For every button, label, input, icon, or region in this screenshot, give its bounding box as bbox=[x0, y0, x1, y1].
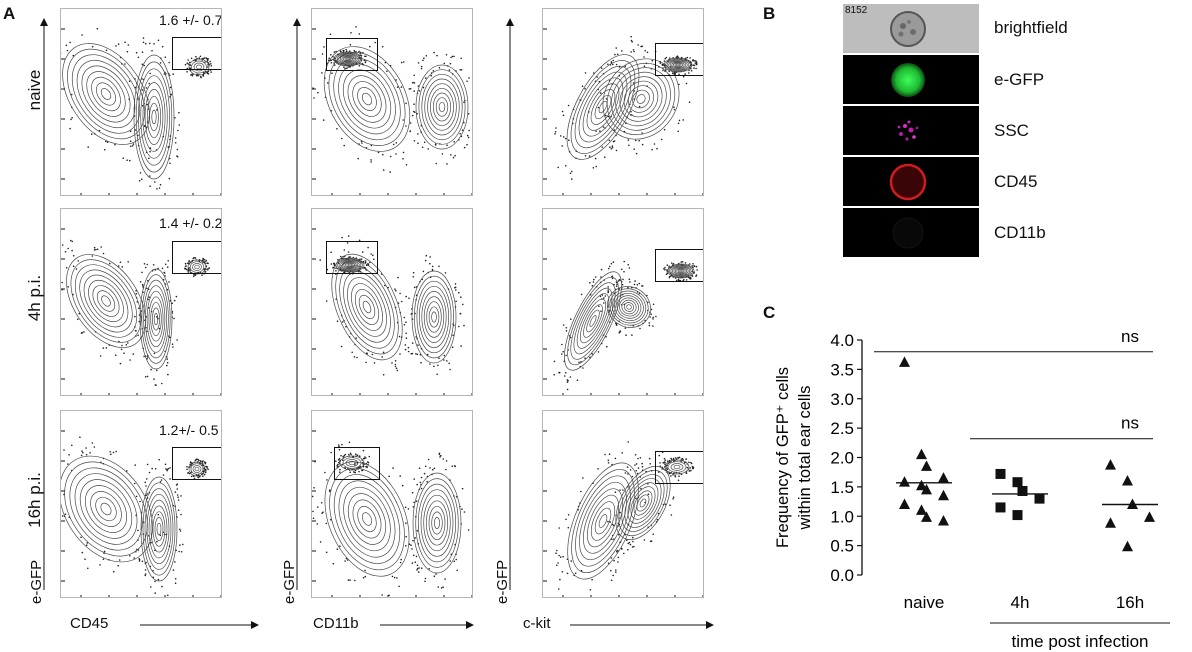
contour-plot bbox=[61, 430, 221, 597]
egfp-cell-icon bbox=[891, 63, 925, 97]
flow-plot-16h-cd11b bbox=[311, 410, 473, 598]
y-axis-label-col1: e-GFP bbox=[28, 559, 45, 604]
data-point bbox=[938, 472, 949, 483]
y-tick-label: 4.0 bbox=[830, 331, 854, 350]
x-axis-label-ckit: c-kit bbox=[523, 615, 551, 632]
data-point bbox=[1127, 498, 1138, 509]
data-point bbox=[1012, 477, 1023, 488]
data-point bbox=[916, 504, 927, 515]
image-tile-cd45 bbox=[843, 157, 979, 206]
flow-plot-naive-ckit bbox=[542, 8, 704, 196]
x-axis-label-cd45: CD45 bbox=[70, 615, 109, 632]
panel-a-letter: A bbox=[3, 4, 16, 23]
gfp-gate bbox=[655, 451, 703, 484]
contour-plot bbox=[61, 228, 221, 395]
channel-label-egfp: e-GFP bbox=[994, 70, 1045, 89]
channel-label-brightfield: brightfield bbox=[994, 18, 1068, 37]
significance-label: ns bbox=[1121, 414, 1139, 433]
data-point bbox=[938, 514, 949, 526]
data-point bbox=[938, 489, 949, 501]
flow-plot-naive-cd11b bbox=[311, 8, 473, 196]
data-point bbox=[1017, 485, 1028, 496]
data-point bbox=[899, 356, 910, 367]
image-tile-cd11b bbox=[843, 208, 979, 257]
image-tile-brightfield: 8152 bbox=[843, 4, 979, 53]
y-tick-label: 0.0 bbox=[830, 566, 854, 585]
panel-b-letter: B bbox=[763, 4, 776, 23]
gfp-gate bbox=[334, 447, 380, 480]
data-point bbox=[1105, 517, 1116, 528]
image-tile-ssc bbox=[843, 106, 979, 155]
cd11b-cell-icon bbox=[892, 217, 924, 249]
y-axis-label-line2: within total ear cells bbox=[796, 386, 814, 531]
y-axis-label-col2: e-GFP bbox=[281, 559, 298, 604]
x-tick-label: 16h bbox=[1116, 593, 1144, 612]
data-point bbox=[916, 448, 927, 460]
image-id: 8152 bbox=[845, 5, 868, 16]
contour-plot bbox=[61, 27, 221, 195]
significance-label: ns bbox=[1121, 327, 1139, 346]
gate-value-16h: 1.2+/- 0.5 bbox=[159, 422, 219, 438]
gate-value-4h: 1.4 +/- 0.2 bbox=[159, 215, 222, 231]
data-point bbox=[1144, 511, 1155, 522]
y-tick-label: 2.0 bbox=[830, 449, 854, 468]
y-tick-label: 1.5 bbox=[830, 478, 854, 497]
gate-value-naive: 1.6 +/- 0.7 bbox=[159, 12, 222, 28]
image-tile-egfp bbox=[843, 55, 979, 104]
data-point bbox=[921, 460, 932, 471]
x-tick-label: naive bbox=[904, 593, 945, 612]
x-axis-label-cd11b: CD11b bbox=[313, 615, 359, 632]
y-tick-label: 3.5 bbox=[830, 360, 854, 379]
flow-plot-4h-cd45: 1.4 +/- 0.2 bbox=[60, 208, 222, 396]
y-tick-label: 0.5 bbox=[830, 537, 854, 556]
data-point bbox=[1122, 475, 1133, 486]
channel-label-ssc: SSC bbox=[994, 121, 1029, 140]
brightfield-cell-icon bbox=[890, 11, 926, 47]
gfp-gate bbox=[172, 241, 221, 274]
data-point bbox=[1012, 510, 1023, 521]
y-tick-label: 3.0 bbox=[830, 390, 854, 409]
data-point bbox=[1034, 493, 1045, 504]
data-point bbox=[899, 476, 910, 487]
frequency-scatter-chart: 0.0 0.5 1.0 1.5 2.0 2.5 3.0 3.5 4.0 Frequency of … bbox=[774, 327, 1170, 650]
data-point bbox=[1105, 459, 1116, 470]
data-point bbox=[916, 479, 927, 491]
y-axis-label-col3: e-GFP bbox=[494, 559, 511, 604]
contour-plot bbox=[312, 26, 472, 195]
x-tick-label: 4h bbox=[1011, 593, 1030, 612]
data-point bbox=[995, 468, 1006, 479]
data-point bbox=[921, 511, 932, 522]
x-axis-label: time post infection bbox=[1011, 632, 1148, 650]
contour-plot bbox=[312, 430, 472, 597]
flow-plot-16h-ckit bbox=[542, 410, 704, 598]
contour-plot bbox=[543, 430, 703, 597]
gfp-gate bbox=[326, 38, 378, 71]
panel-a-axis-arrows bbox=[40, 18, 714, 629]
cd45-cell-icon bbox=[889, 163, 927, 201]
panel-c-letter: C bbox=[763, 303, 776, 322]
data-point bbox=[1122, 540, 1133, 552]
data-point bbox=[995, 502, 1006, 513]
data-point bbox=[921, 483, 932, 495]
contour-plot bbox=[543, 228, 703, 395]
gfp-gate bbox=[655, 43, 703, 76]
channel-label-cd11b: CD11b bbox=[994, 223, 1046, 242]
contour-plot bbox=[312, 228, 472, 395]
flow-plot-4h-ckit bbox=[542, 208, 704, 396]
contour-plot bbox=[543, 28, 703, 195]
gfp-gate bbox=[172, 37, 221, 70]
gfp-gate bbox=[172, 447, 221, 480]
flow-plot-16h-cd45: 1.2+/- 0.5 bbox=[60, 410, 222, 598]
flow-plot-4h-cd11b bbox=[311, 208, 473, 396]
data-point bbox=[899, 498, 910, 509]
gfp-gate bbox=[326, 241, 378, 274]
y-tick-label: 2.5 bbox=[830, 419, 854, 438]
channel-label-cd45: CD45 bbox=[994, 172, 1038, 191]
y-axis-label-line1: Frequency of GFP⁺ cells bbox=[774, 367, 792, 548]
flow-plot-naive-cd45: 1.6 +/- 0.7 bbox=[60, 8, 222, 196]
gfp-gate bbox=[655, 249, 703, 282]
ssc-cell-icon bbox=[897, 120, 919, 141]
y-tick-label: 1.0 bbox=[830, 507, 854, 526]
